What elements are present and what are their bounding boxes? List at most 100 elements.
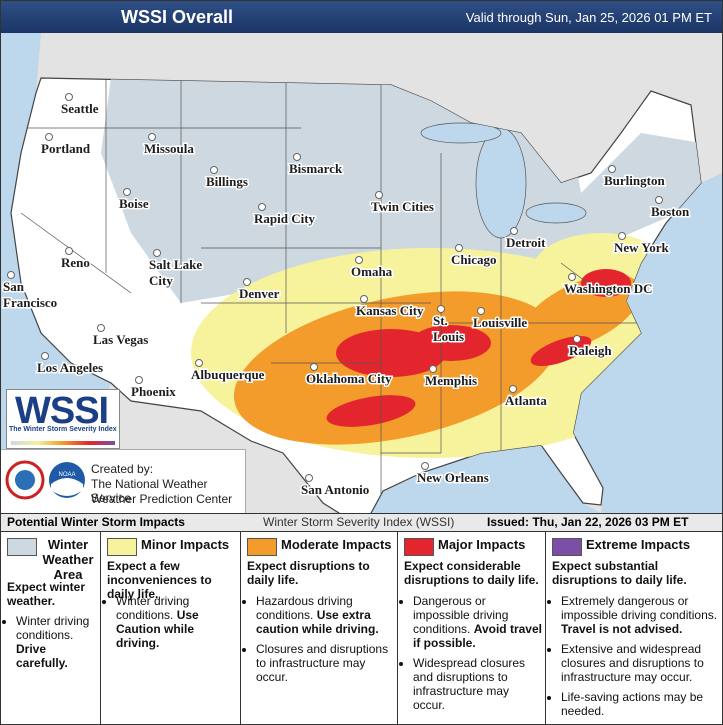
impact-action: Travel is not advised. [561, 622, 683, 636]
city-dot [65, 93, 73, 101]
legend: Potential Winter Storm Impacts Winter St… [1, 513, 722, 725]
impact-text: Winter driving conditions. [16, 614, 90, 642]
category-summary: Expect disruptions to daily life. [247, 559, 370, 587]
category-summary: Expect a few inconveniences to daily lif… [107, 559, 212, 601]
city-label: Memphis [425, 373, 477, 388]
city-dot [148, 133, 156, 141]
category-name: Moderate Impacts [281, 537, 392, 552]
legend-header: Potential Winter Storm Impacts Winter St… [1, 514, 722, 532]
agency-name: NOAA [58, 472, 75, 478]
impact-text: Dangerous or impossible driving conditio… [413, 594, 509, 636]
impact-text: Closures and disruptions to infrastructu… [256, 642, 389, 684]
city-label: Francisco [3, 295, 57, 310]
city-label: Bismarck [289, 161, 343, 176]
city-label: Chicago [451, 252, 497, 267]
impact-item: Dangerous or impossible driving conditio… [413, 594, 543, 650]
impact-text: Life-saving actions may be needed. [561, 690, 704, 718]
city-label: New Orleans [417, 470, 489, 485]
impact-action: Avoid travel if possible. [413, 622, 542, 650]
index-name: Winter Storm Severity Index (WSSI) [263, 515, 455, 529]
city-label: San [3, 279, 25, 294]
legend-column: Winter Weather Area Expect winter weather… [1, 532, 101, 725]
city-dot [510, 227, 518, 235]
city-dot [243, 278, 251, 286]
city-label: Reno [61, 255, 90, 270]
category-name: Winter Weather Area [42, 537, 94, 582]
city-dot [618, 232, 626, 240]
impact-item: Closures and disruptions to infrastructu… [256, 642, 395, 684]
city-label: Louis [433, 329, 464, 344]
city-label: Atlanta [505, 393, 547, 408]
city-label: Los Angeles [37, 360, 103, 375]
city-dot [421, 462, 429, 470]
city-label: Boise [119, 196, 149, 211]
city-label: Denver [239, 286, 280, 301]
impact-list: Hazardous driving conditions. Use extra … [241, 594, 395, 690]
city-label: Detroit [506, 235, 546, 250]
title: WSSI Overall [121, 7, 234, 27]
category-summary: Expect substantial disruptions to daily … [552, 559, 687, 587]
major-area [411, 325, 491, 361]
city-dot [310, 363, 318, 371]
impact-item: Winter driving conditions. Use Caution w… [116, 594, 238, 650]
legend-column: Moderate Impacts Expect disruptions to da… [241, 532, 398, 725]
major-area [581, 269, 631, 297]
impact-text: Hazardous driving conditions. [256, 594, 353, 622]
swatch [247, 538, 277, 556]
major-area [530, 335, 592, 367]
city-dot [355, 256, 363, 264]
city-label: Boston [651, 204, 690, 219]
impact-item: Extremely dangerous or impossible drivin… [561, 594, 719, 636]
map: Seattle Portland Missoula Bismarck Billings B… [1, 33, 722, 513]
credits: NOAA Created by: The National Weather Ser… [1, 449, 246, 513]
impact-text: Extensive and widespread closures and di… [561, 642, 704, 684]
city-dot [7, 271, 15, 279]
impact-action: Use Caution while driving. [116, 608, 199, 650]
city-dot [429, 365, 437, 373]
city-dot [123, 188, 131, 196]
city-dot [135, 376, 143, 384]
city-dot [293, 153, 301, 161]
city-label: Billings [206, 174, 248, 189]
city-dot [608, 165, 616, 173]
city-label: Portland [41, 141, 91, 156]
impact-item: Widespread closures and disruptions to i… [413, 656, 543, 712]
city-label: Albuquerque [191, 367, 265, 382]
city-label: Rapid City [254, 211, 316, 226]
logo-bar [11, 441, 115, 445]
city-dot [65, 247, 73, 255]
city-dot [153, 249, 161, 257]
credit-line: Created by: [91, 462, 154, 476]
swatch [7, 538, 37, 556]
swatch [404, 538, 434, 556]
logo-acronym: WSSI [15, 390, 109, 432]
impact-item: Hazardous driving conditions. Use extra … [256, 594, 395, 636]
city-label: Las Vegas [93, 332, 148, 347]
city-label: Phoenix [131, 384, 176, 399]
impact-list: Winter driving conditions. Use Caution w… [101, 594, 238, 656]
city-labels: Seattle Portland Missoula Bismarck Billings B… [2, 93, 692, 499]
swatch [552, 538, 582, 556]
logo-name: The Winter Storm Severity Index [9, 426, 117, 433]
gulf [331, 445, 601, 513]
city-label: Salt Lake [149, 257, 202, 272]
city-dot [210, 166, 218, 174]
legend-column: Major Impacts Expect considerable disrupt… [398, 532, 546, 725]
category-summary: Expect considerable disruptions to daily… [404, 559, 539, 587]
impact-text: Widespread closures and disruptions to i… [413, 656, 526, 712]
city-label: St. [433, 313, 448, 328]
city-dot [305, 474, 313, 482]
city-dot [568, 273, 576, 281]
agency-logos: NOAA [5, 460, 85, 500]
state-lines [11, 78, 641, 503]
city-dot [455, 244, 463, 252]
category-name: Minor Impacts [141, 537, 230, 552]
impact-action: Drive carefully. [16, 642, 68, 670]
header: WSSI Overall Valid through Sun, Jan 25, … [1, 1, 722, 33]
impact-list: Winter driving conditions. Drive careful… [1, 614, 98, 676]
city-dot [258, 203, 266, 211]
valid-time: Valid through Sun, Jan 25, 2026 01 PM ET [465, 10, 712, 25]
swatch [107, 538, 137, 556]
impact-list: Dangerous or impossible driving conditio… [398, 594, 543, 718]
